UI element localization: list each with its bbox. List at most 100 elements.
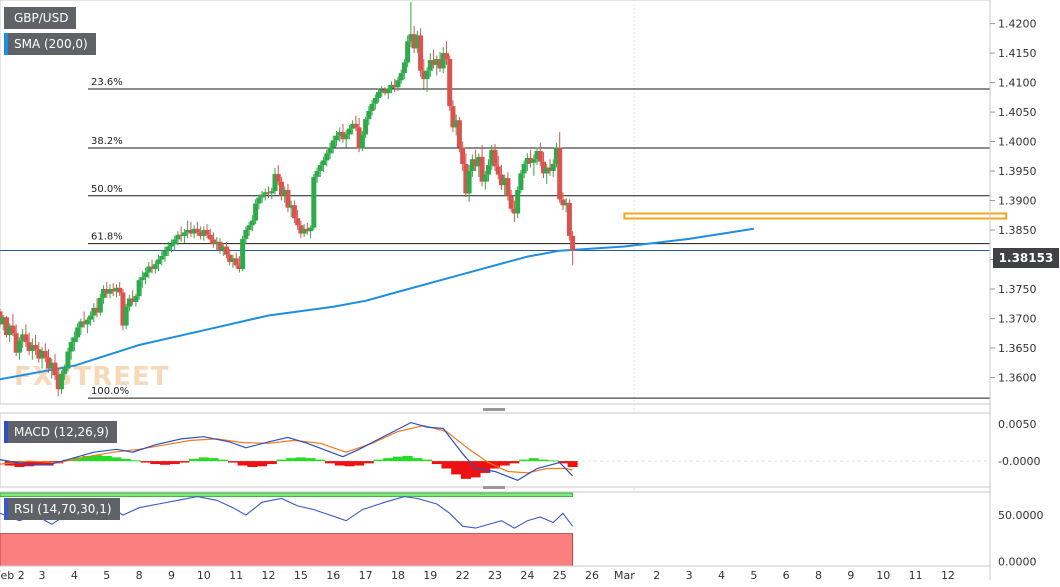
macd-resize-handle <box>483 408 505 411</box>
candle-body <box>266 192 272 194</box>
candle-body <box>505 178 511 196</box>
x-tick-label: 18 <box>391 569 405 582</box>
macd-hist-bar <box>519 459 530 462</box>
candle-body <box>188 230 194 234</box>
macd-hist-bar <box>189 458 200 462</box>
candle-body <box>194 228 200 233</box>
x-tick-label: 24 <box>520 569 534 582</box>
symbol-label: GBP/USD <box>4 7 77 29</box>
candle-body <box>450 106 456 128</box>
candle-body <box>272 173 278 192</box>
y-tick-label: 1.3850 <box>998 224 1037 237</box>
candle-body <box>440 53 446 69</box>
x-tick-label: 25 <box>553 569 567 582</box>
price-panel: FXSTREET 23.6% 38.2% 50.0% 61.8% 100.0% 1.4200… <box>0 0 1037 580</box>
candle-body <box>495 166 501 175</box>
fib-label: 50.0% <box>91 184 123 195</box>
candle-body <box>343 134 349 140</box>
candle-body <box>104 288 110 294</box>
candle-body <box>201 230 207 236</box>
candle-body <box>162 250 168 256</box>
candle-body <box>230 258 236 262</box>
candle-body <box>191 228 197 234</box>
candle-body <box>291 205 297 219</box>
rsi-resize-handle <box>483 486 505 489</box>
macd-hist-bar <box>567 461 578 468</box>
candle-body <box>198 232 204 236</box>
candle-body <box>243 230 249 239</box>
x-tick-label: 3 <box>686 569 693 582</box>
candle-body <box>223 246 229 255</box>
candle-body <box>165 246 171 251</box>
candle-body <box>175 234 181 240</box>
candle-body <box>123 306 129 326</box>
candle-body <box>120 292 126 326</box>
sma-accent <box>4 33 8 55</box>
macd-hist-bar <box>218 459 229 462</box>
macd-panel: 0.0050 -0.0000 <box>0 408 1040 488</box>
x-tick-label: 6 <box>783 569 790 582</box>
candle-body <box>431 60 437 65</box>
candle-body <box>42 350 48 358</box>
candle-body <box>136 280 142 297</box>
y-tick-label: 1.4100 <box>998 77 1037 90</box>
candle-body <box>36 349 42 359</box>
candle-body <box>337 132 343 136</box>
candle-body <box>411 34 417 49</box>
rsi-overbought-zone <box>0 492 574 498</box>
macd-hist-bar <box>422 459 433 462</box>
candle-body <box>295 218 301 226</box>
candle-body <box>333 135 339 141</box>
macd-accent <box>4 421 8 443</box>
sma-200-line <box>0 227 754 381</box>
candle-body <box>550 163 556 172</box>
macd-hist-bar <box>111 457 122 462</box>
candle-body <box>58 373 64 390</box>
x-axis: Feb 23458910111215161718192223242526Mar2… <box>0 565 990 582</box>
candle-body <box>528 158 534 163</box>
candle-body <box>13 333 19 353</box>
candle-body <box>418 35 424 71</box>
rsi-text: RSI (14,70,30,1) <box>14 502 112 516</box>
candle-body <box>172 239 178 245</box>
candle-body <box>282 189 288 196</box>
macd-hist-bar <box>392 456 403 462</box>
macd-hist-bar <box>557 461 568 464</box>
x-tick-label: 5 <box>103 569 110 582</box>
macd-hist-bar <box>480 461 491 473</box>
macd-hist-bar <box>92 455 103 462</box>
candle-body <box>0 317 6 325</box>
macd-hist-bar <box>528 458 539 462</box>
macd-hist-bar <box>140 461 151 463</box>
fib-label: 23.6% <box>91 77 123 88</box>
macd-label: MACD (12,26,9) <box>4 421 117 443</box>
x-tick-label: 26 <box>585 569 599 582</box>
macd-hist-bar <box>295 457 306 462</box>
candle-body <box>482 174 488 182</box>
candle-body <box>372 97 378 104</box>
candle-body <box>453 120 459 128</box>
candle-body <box>240 238 246 269</box>
candle-body <box>84 319 90 325</box>
candle-body <box>508 195 514 209</box>
candle-body <box>388 84 394 89</box>
y-tick-label: 1.3950 <box>998 165 1037 178</box>
candle-body <box>398 73 404 81</box>
candle-body <box>78 321 84 328</box>
macd-hist-bar <box>548 460 559 462</box>
macd-hist-bar <box>460 461 471 479</box>
candle-body <box>502 178 508 186</box>
candle-body <box>346 128 352 135</box>
macd-hist-bar <box>383 458 394 462</box>
macd-hist-bar <box>14 461 25 468</box>
macd-hist-bar <box>198 457 209 462</box>
candle-body <box>46 357 52 369</box>
candle-body <box>23 334 29 343</box>
macd-tick-label: -0.0000 <box>998 455 1040 468</box>
candle-body <box>168 244 174 247</box>
macd-hist-bar <box>33 461 44 466</box>
fib-label: 100.0% <box>91 386 129 397</box>
candle-body <box>437 58 443 69</box>
macd-hist-bar <box>227 461 238 463</box>
candle-body <box>133 296 139 302</box>
